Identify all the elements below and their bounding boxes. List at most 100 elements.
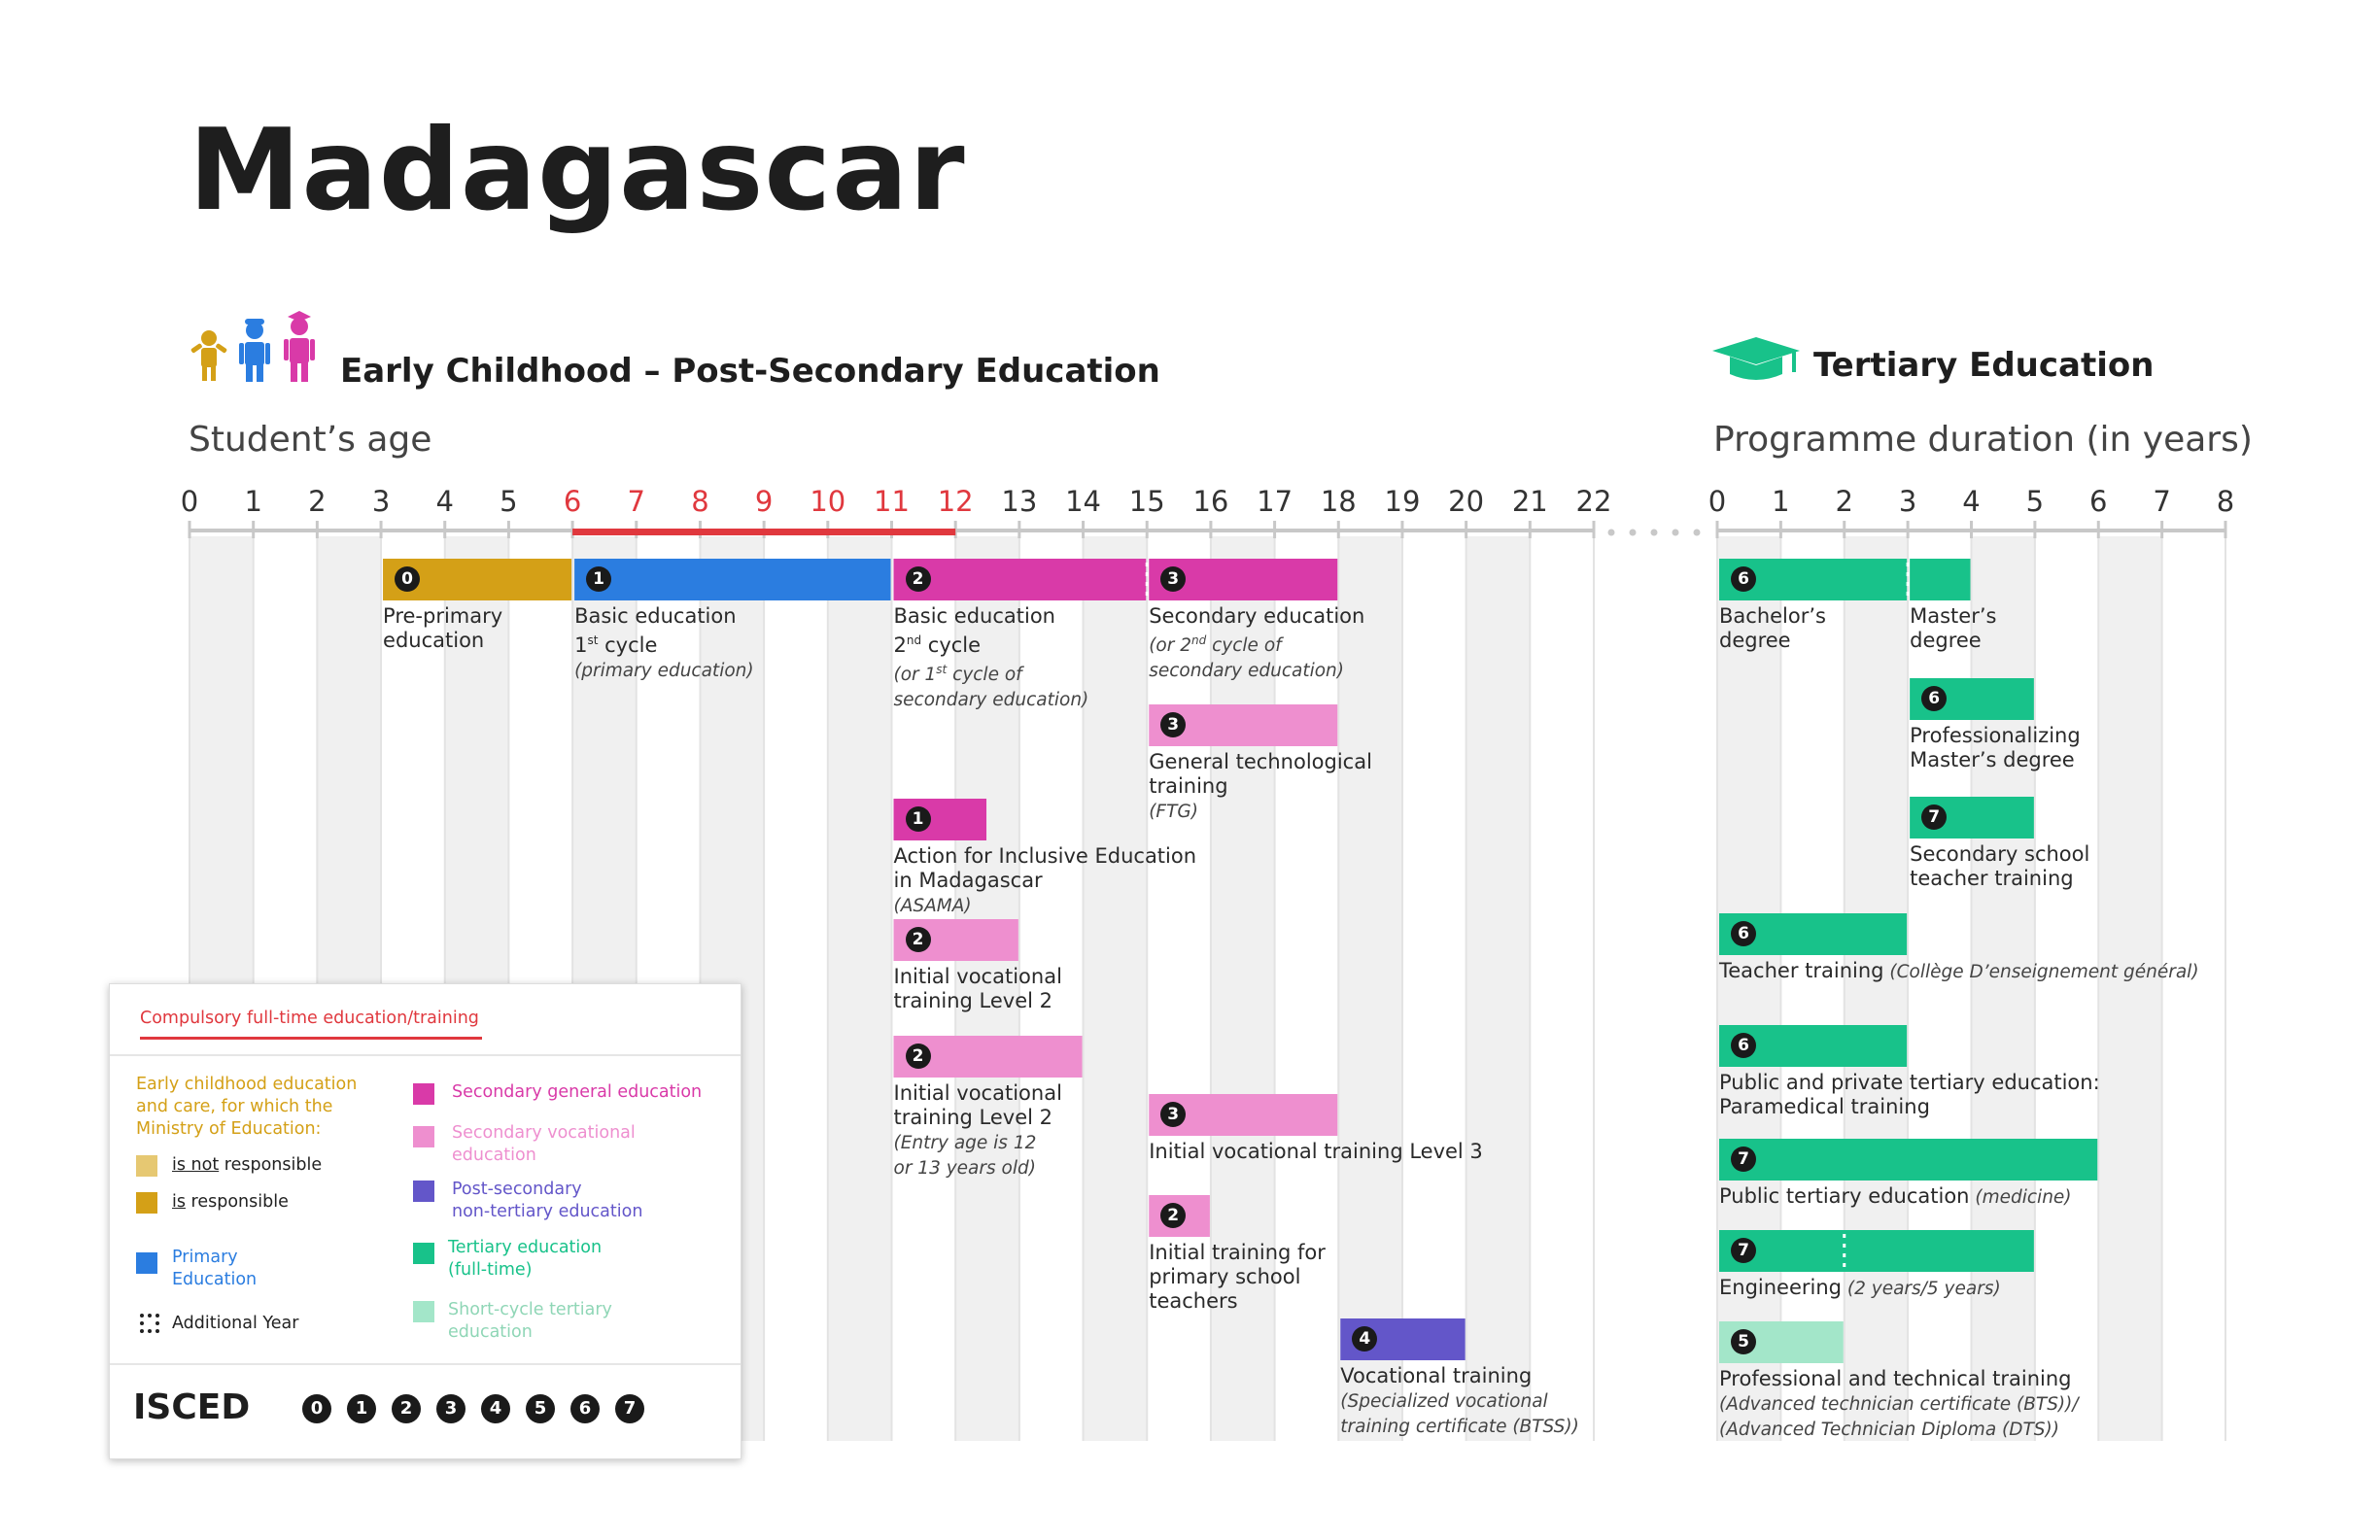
programme-label: Initial vocational training Level 3 <box>1149 1140 1483 1163</box>
grid-band <box>1844 536 1909 1441</box>
compulsory-bar <box>572 529 956 535</box>
programme-label: Initial training for primary school teache… <box>1149 1241 1326 1313</box>
programme-bar <box>1910 559 1971 600</box>
left-axis-caption: Student’s age <box>189 420 432 460</box>
legend-short-cycle: Short-cycle tertiary education <box>448 1300 612 1342</box>
programme-label: Master’s degree <box>1910 604 1997 652</box>
swatch-not-responsible <box>136 1155 157 1177</box>
isced-badge: 2 <box>905 927 931 952</box>
tick-label: 21 <box>1512 485 1548 518</box>
legend-secondary-vocational: Secondary vocational education <box>452 1123 636 1165</box>
tick-label: 2 <box>308 485 326 518</box>
isced-badge: 1 <box>586 566 612 592</box>
tick-label: 2 <box>1836 485 1853 518</box>
tick-label: 18 <box>1321 485 1357 518</box>
swatch-secondary-general <box>413 1083 434 1105</box>
tick-label: 9 <box>755 485 773 518</box>
isced-label: ISCED <box>133 1387 251 1427</box>
left-section-heading: Early Childhood – Post-Secondary Educati… <box>340 352 1160 391</box>
programme-label: Vocational training (Specialized vocation… <box>1340 1364 1579 1437</box>
programme-label: Initial vocational training Level 2 (Entry… <box>893 1081 1062 1179</box>
programme-label: Secondary school teacher training <box>1910 842 2090 890</box>
tick-label: 0 <box>181 485 198 518</box>
grid-band <box>827 536 892 1441</box>
programme-label: Professional and technical training (Adva… <box>1719 1367 2079 1440</box>
programme-bar <box>1719 1230 2034 1272</box>
tick-label: 14 <box>1065 485 1101 518</box>
isced-badge: 3 <box>1160 712 1187 737</box>
programme-label: Basic education 1st cycle (primary educati… <box>574 604 754 681</box>
isced-level-badge: 5 <box>526 1394 555 1423</box>
tick-label: 5 <box>500 485 517 518</box>
grid-band <box>1971 536 2035 1441</box>
tick-label: 11 <box>874 485 910 518</box>
tick-label: 6 <box>564 485 581 518</box>
programme-label: Engineering (2 years/5 years) <box>1719 1276 2001 1299</box>
programme-label: Professionalizing Master’s degree <box>1910 724 2081 771</box>
legend-not-responsible: is not responsible <box>172 1155 323 1175</box>
isced-badge: 3 <box>1160 1102 1187 1127</box>
programme-label: General technological training (FTG) <box>1149 750 1372 822</box>
isced-badge: 1 <box>905 806 931 832</box>
grid-band <box>1466 536 1531 1441</box>
legend-divider-bottom <box>110 1363 741 1365</box>
tick-label: 3 <box>372 485 390 518</box>
isced-level-badge: 4 <box>481 1394 510 1423</box>
tick-label: 7 <box>2153 485 2170 518</box>
legend-ecec-title: Early childhood education and care, for … <box>136 1075 358 1139</box>
tick-label: 1 <box>1772 485 1789 518</box>
grid-band <box>2098 536 2162 1441</box>
legend-compulsory: Compulsory full-time education/training <box>140 1009 479 1028</box>
programme-label: Pre-primary education <box>383 604 503 652</box>
programme-label: Action for Inclusive Education in Madagas… <box>893 844 1197 916</box>
axis-break-dot <box>1672 529 1679 536</box>
legend: Compulsory full-time education/training … <box>109 983 742 1459</box>
tick-label: 16 <box>1192 485 1228 518</box>
isced-badge: 7 <box>1731 1238 1756 1263</box>
grid-band <box>1083 536 1148 1441</box>
legend-additional-year: Additional Year <box>172 1314 299 1333</box>
tick-label: 3 <box>1899 485 1916 518</box>
programme-bar <box>574 559 891 600</box>
tick-label: 6 <box>2089 485 2107 518</box>
right-section-heading: Tertiary Education <box>1813 346 2155 385</box>
grid-band <box>1338 536 1402 1441</box>
programme-label: Teacher training (Collège D’enseignement… <box>1719 959 2199 982</box>
isced-badge: 6 <box>1731 566 1756 592</box>
tick-label: 10 <box>810 485 845 518</box>
isced-badge: 7 <box>1921 804 1948 830</box>
swatch-primary <box>136 1252 157 1274</box>
isced-level-badge: 0 <box>302 1394 331 1423</box>
legend-responsible: is responsible <box>172 1192 289 1212</box>
grid-band <box>1717 536 1781 1441</box>
grid-band <box>1210 536 1275 1441</box>
tick-label: 0 <box>1708 485 1726 518</box>
programme-label: Public tertiary education (medicine) <box>1719 1184 2072 1208</box>
programme-label: Bachelor’s degree <box>1719 604 1826 652</box>
children-icon <box>190 311 315 382</box>
isced-badge: 6 <box>1731 921 1756 946</box>
page-title: Madagascar <box>189 105 966 236</box>
isced-badge: 2 <box>905 566 931 592</box>
additional-year-icon <box>140 1314 159 1333</box>
legend-compulsory-line <box>140 1037 482 1040</box>
graduation-cap-icon <box>1712 337 1800 380</box>
legend-tertiary: Tertiary education (full-time) <box>448 1238 603 1280</box>
right-axis-caption: Programme duration (in years) <box>1713 420 2253 460</box>
programme-label: Secondary education (or 2nd cycle of secon… <box>1149 604 1365 682</box>
axis-break-dot <box>1629 529 1637 536</box>
tick-label: 20 <box>1448 485 1484 518</box>
swatch-short-cycle <box>413 1301 434 1322</box>
swatch-secondary-vocational <box>413 1126 434 1147</box>
programme-bar <box>1719 1139 2098 1181</box>
isced-badge: 7 <box>1731 1146 1756 1172</box>
axis-break-dot <box>1650 529 1658 536</box>
tick-label: 4 <box>436 485 454 518</box>
isced-badge: 2 <box>905 1044 931 1069</box>
legend-secondary-general: Secondary general education <box>452 1082 703 1102</box>
isced-level-badge: 3 <box>436 1394 466 1423</box>
swatch-responsible <box>136 1192 157 1214</box>
swatch-tertiary <box>413 1243 434 1264</box>
tick-label: 7 <box>628 485 645 518</box>
